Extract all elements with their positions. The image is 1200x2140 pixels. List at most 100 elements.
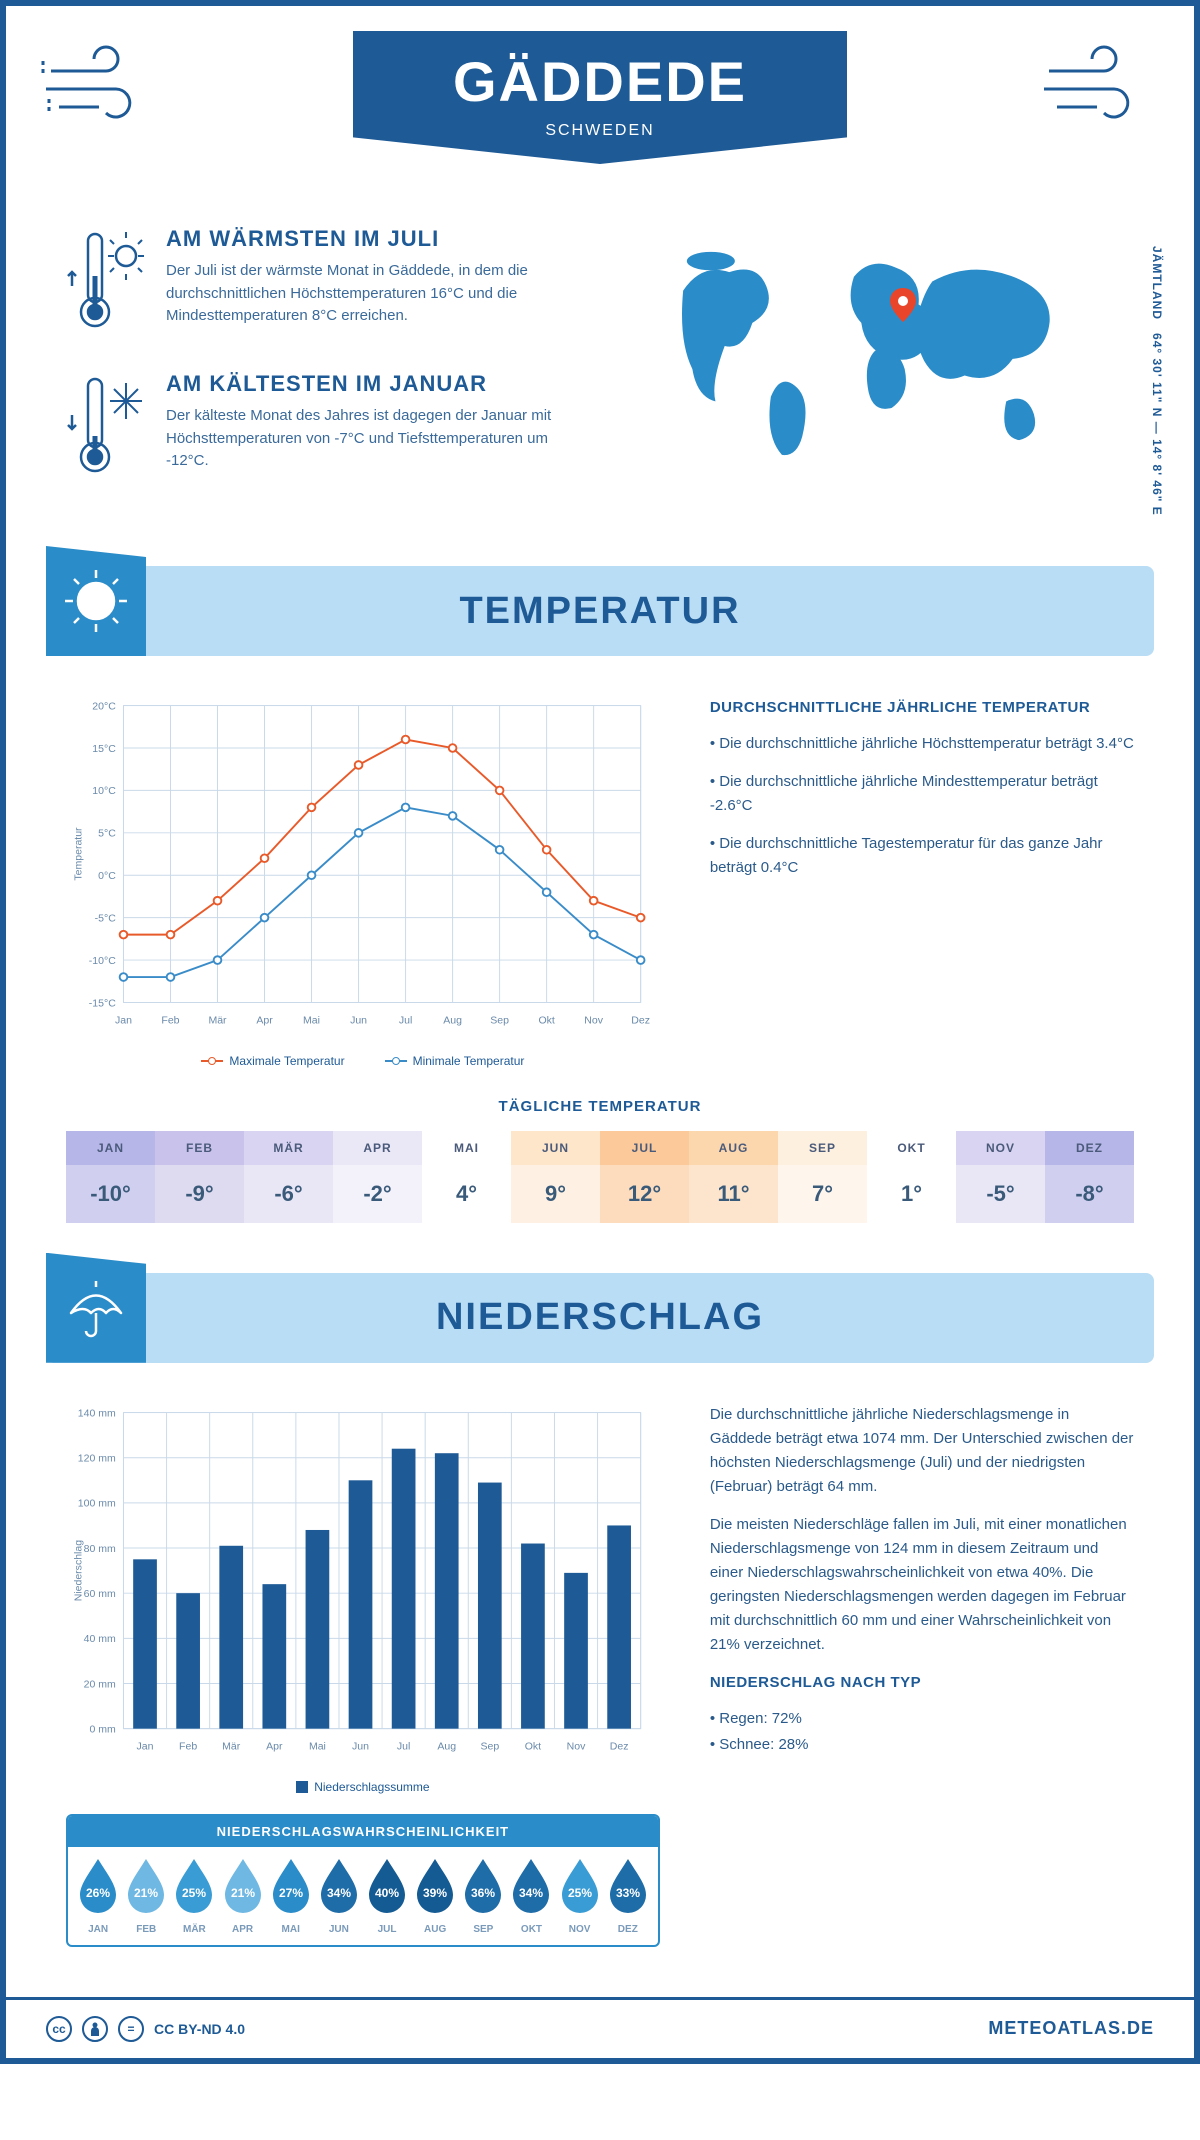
prob-cell: 26%JAN <box>74 1857 122 1935</box>
svg-text:Apr: Apr <box>266 1741 283 1753</box>
svg-text:Mär: Mär <box>222 1741 241 1753</box>
precipitation-summary: Die durchschnittliche jährliche Niedersc… <box>710 1403 1134 1947</box>
daily-cell: DEZ-8° <box>1045 1131 1134 1223</box>
svg-text:25%: 25% <box>568 1886 592 1900</box>
svg-text:Aug: Aug <box>443 1015 462 1027</box>
svg-text:140 mm: 140 mm <box>78 1407 116 1419</box>
svg-text:21%: 21% <box>231 1886 255 1900</box>
svg-text:Niederschlag: Niederschlag <box>72 1540 84 1602</box>
svg-text:Dez: Dez <box>610 1741 629 1753</box>
svg-text:Sep: Sep <box>480 1741 499 1753</box>
svg-text:33%: 33% <box>616 1886 640 1900</box>
page-subtitle: SCHWEDEN <box>453 122 747 140</box>
svg-text:34%: 34% <box>327 1886 351 1900</box>
svg-text:Mär: Mär <box>208 1015 227 1027</box>
svg-text:120 mm: 120 mm <box>78 1452 116 1464</box>
page-title: GÄDDEDE <box>453 49 747 114</box>
daily-cell: OKT1° <box>867 1131 956 1223</box>
cc-icon: cc <box>46 2016 72 2042</box>
svg-text:25%: 25% <box>182 1886 206 1900</box>
svg-text:15°C: 15°C <box>92 743 116 755</box>
prob-cell: 33%DEZ <box>604 1857 652 1935</box>
thermometer-cold-icon <box>66 371 146 486</box>
header: GÄDDEDE SCHWEDEN <box>6 6 1194 206</box>
legend-min: Minimale Temperatur <box>385 1054 525 1068</box>
map-marker-icon <box>890 288 916 327</box>
svg-text:5°C: 5°C <box>98 828 116 840</box>
prob-cell: 34%JUN <box>315 1857 363 1935</box>
svg-text:10°C: 10°C <box>92 785 116 797</box>
daily-cell: MÄR-6° <box>244 1131 333 1223</box>
daily-cell: AUG11° <box>689 1131 778 1223</box>
svg-text:40%: 40% <box>375 1886 399 1900</box>
title-ribbon: GÄDDEDE SCHWEDEN <box>353 31 847 164</box>
prob-cell: 21%APR <box>218 1857 266 1935</box>
daily-cell: JUN9° <box>511 1131 600 1223</box>
svg-text:39%: 39% <box>423 1886 447 1900</box>
prob-cell: 34%OKT <box>507 1857 555 1935</box>
license-text: CC BY-ND 4.0 <box>154 2021 245 2037</box>
svg-text:36%: 36% <box>471 1886 495 1900</box>
legend-max: Maximale Temperatur <box>201 1054 344 1068</box>
daily-cell: JAN-10° <box>66 1131 155 1223</box>
prob-cell: 36%SEP <box>459 1857 507 1935</box>
world-map: JÄMTLAND 64° 30' 11" N — 14° 8' 46" E <box>620 226 1134 516</box>
umbrella-icon <box>46 1253 146 1363</box>
svg-text:Nov: Nov <box>584 1015 603 1027</box>
svg-text:Jul: Jul <box>399 1015 412 1027</box>
svg-text:Apr: Apr <box>256 1015 273 1027</box>
daily-cell: MAI4° <box>422 1131 511 1223</box>
daily-cell: SEP7° <box>778 1131 867 1223</box>
wind-icon <box>41 41 161 136</box>
svg-text:Dez: Dez <box>631 1015 650 1027</box>
section-title: NIEDERSCHLAG <box>146 1296 1154 1339</box>
svg-text:0 mm: 0 mm <box>90 1723 117 1735</box>
svg-text:-5°C: -5°C <box>95 912 117 924</box>
fact-warmest: AM WÄRMSTEN IM JULI Der Juli ist der wär… <box>66 226 580 341</box>
sun-icon <box>46 546 146 656</box>
temperature-line-chart: -15°C -10°C -5°C 0°C 5°C 10°C 15°C 20°C Jan Feb Mä… <box>66 696 660 1068</box>
fact-title: AM WÄRMSTEN IM JULI <box>166 226 580 252</box>
daily-cell: JUL12° <box>600 1131 689 1223</box>
svg-text:Temperatur: Temperatur <box>72 827 84 881</box>
daily-temperature-table: TÄGLICHE TEMPERATUR JAN-10°FEB-9°MÄR-6°A… <box>6 1098 1194 1263</box>
svg-text:Jan: Jan <box>137 1741 154 1753</box>
svg-text:100 mm: 100 mm <box>78 1498 116 1510</box>
svg-text:40 mm: 40 mm <box>84 1633 116 1645</box>
prob-cell: 25%MÄR <box>170 1857 218 1935</box>
svg-text:Aug: Aug <box>437 1741 456 1753</box>
site-name: METEOATLAS.DE <box>988 2018 1154 2039</box>
temperature-summary: DURCHSCHNITTLICHE JÄHRLICHE TEMPERATUR •… <box>710 696 1134 1068</box>
fact-title: AM KÄLTESTEN IM JANUAR <box>166 371 580 397</box>
svg-text:Okt: Okt <box>538 1015 554 1027</box>
prob-cell: 21%FEB <box>122 1857 170 1935</box>
svg-text:26%: 26% <box>86 1886 110 1900</box>
footer: cc = CC BY-ND 4.0 METEOATLAS.DE <box>6 1997 1194 2058</box>
svg-text:Feb: Feb <box>161 1015 179 1027</box>
svg-text:-15°C: -15°C <box>89 997 116 1009</box>
prob-cell: 39%AUG <box>411 1857 459 1935</box>
svg-text:0°C: 0°C <box>98 870 116 882</box>
svg-text:27%: 27% <box>279 1886 303 1900</box>
svg-text:Mai: Mai <box>303 1015 320 1027</box>
daily-cell: APR-2° <box>333 1131 422 1223</box>
svg-text:-10°C: -10°C <box>89 955 116 967</box>
precipitation-probability: NIEDERSCHLAGSWAHRSCHEINLICHKEIT 26%JAN21… <box>66 1814 660 1947</box>
legend-precip: Niederschlagssumme <box>296 1780 429 1794</box>
fact-coldest: AM KÄLTESTEN IM JANUAR Der kälteste Mona… <box>66 371 580 486</box>
section-title: TEMPERATUR <box>146 590 1154 633</box>
svg-text:Jan: Jan <box>115 1015 132 1027</box>
svg-text:Okt: Okt <box>525 1741 541 1753</box>
prob-cell: 27%MAI <box>267 1857 315 1935</box>
svg-text:21%: 21% <box>134 1886 158 1900</box>
svg-text:Jul: Jul <box>397 1741 410 1753</box>
thermometer-hot-icon <box>66 226 146 341</box>
daily-cell: FEB-9° <box>155 1131 244 1223</box>
svg-text:20 mm: 20 mm <box>84 1678 116 1690</box>
precipitation-bar-chart: 0 mm20 mm40 mm60 mm80 mm100 mm120 mm140 … <box>66 1403 660 1767</box>
nd-icon: = <box>118 2016 144 2042</box>
prob-cell: 40%JUL <box>363 1857 411 1935</box>
fact-text: Der Juli ist der wärmste Monat in Gädded… <box>166 260 580 328</box>
svg-text:20°C: 20°C <box>92 700 116 712</box>
fact-text: Der kälteste Monat des Jahres ist dagege… <box>166 405 580 473</box>
